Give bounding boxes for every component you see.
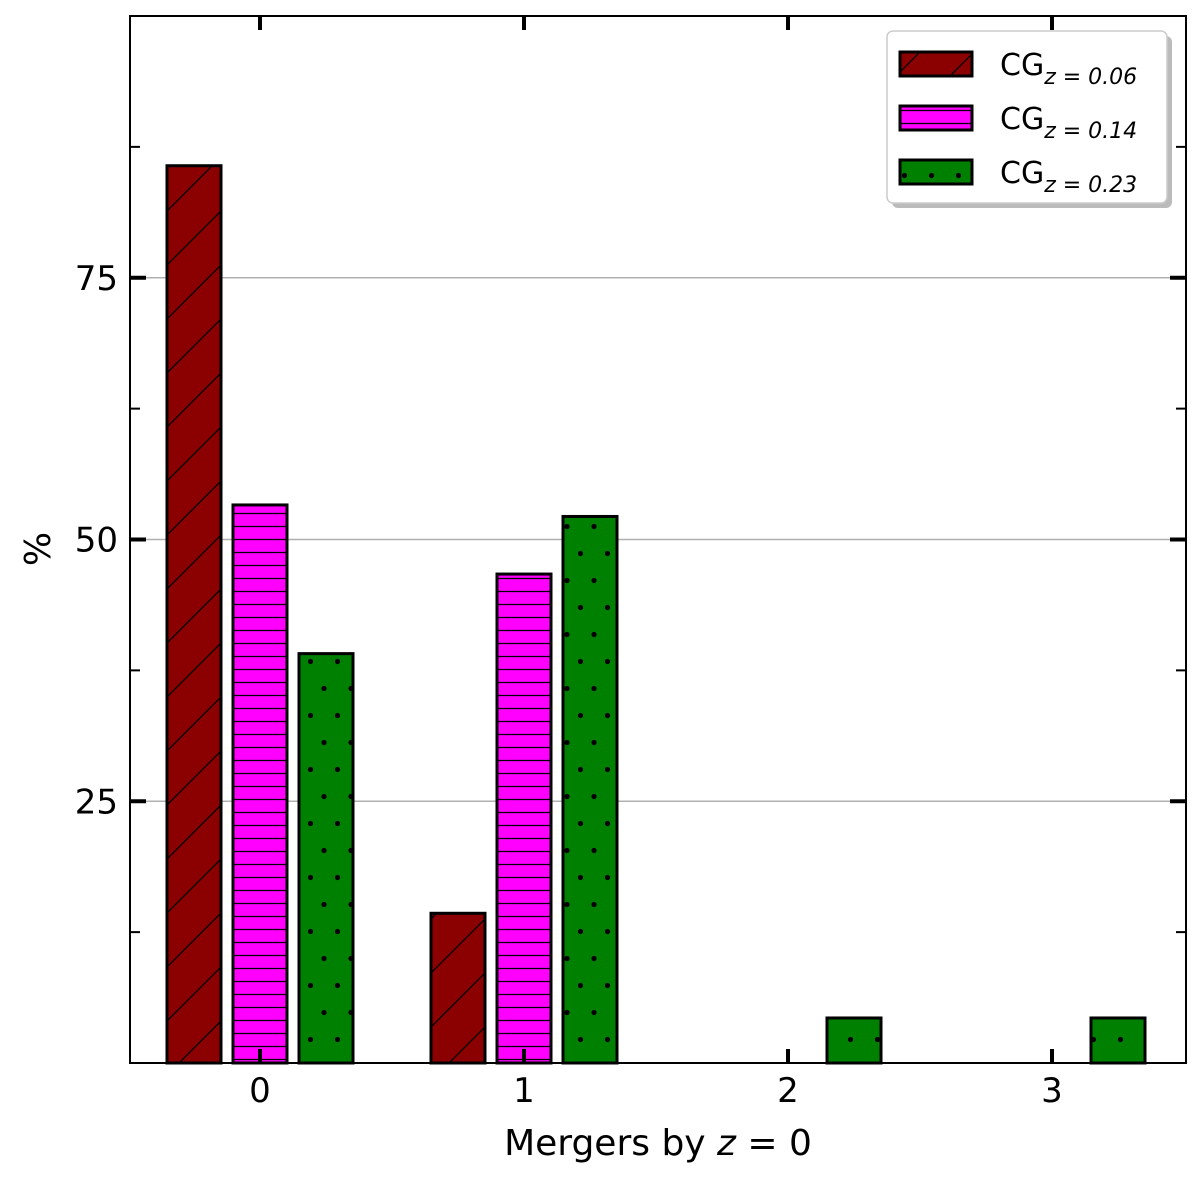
labels-layer: 0 1 2 3 25 50 75	[75, 259, 1063, 1111]
legend-label: CGz = 0.06	[1000, 48, 1137, 90]
legend-swatch	[898, 158, 974, 186]
bar	[231, 503, 289, 1065]
ticks-layer	[130, 16, 1186, 1063]
bars-layer	[165, 164, 1147, 1065]
x-tick-label: 0	[249, 1071, 271, 1111]
x-tick-label: 1	[513, 1071, 535, 1111]
x-tick-label: 2	[777, 1071, 799, 1111]
y-tick-label: 25	[75, 782, 118, 822]
bar	[429, 911, 487, 1065]
bar	[825, 1016, 883, 1065]
bar	[1089, 1016, 1147, 1065]
bar	[297, 652, 355, 1065]
y-axis-title: %	[18, 532, 59, 566]
legend-label: CGz = 0.14	[1000, 102, 1137, 144]
bar	[495, 572, 553, 1065]
x-axis-title-var: z	[716, 1123, 737, 1164]
bar	[561, 514, 619, 1065]
x-axis-title-text: Mergers by	[504, 1123, 717, 1164]
legend-swatch	[898, 104, 974, 132]
bar	[165, 164, 223, 1065]
x-tick-label: 3	[1041, 1071, 1063, 1111]
legend-label: CGz = 0.23	[1000, 156, 1137, 198]
y-tick-label: 75	[75, 259, 118, 299]
legend-swatch	[898, 50, 974, 78]
x-axis-title-rest: = 0	[736, 1123, 812, 1164]
legend: CGz = 0.06 CGz = 0.14 CGz = 0.23	[886, 30, 1172, 208]
x-axis-title: Mergers by z = 0	[504, 1123, 812, 1164]
y-tick-label: 50	[75, 521, 118, 561]
